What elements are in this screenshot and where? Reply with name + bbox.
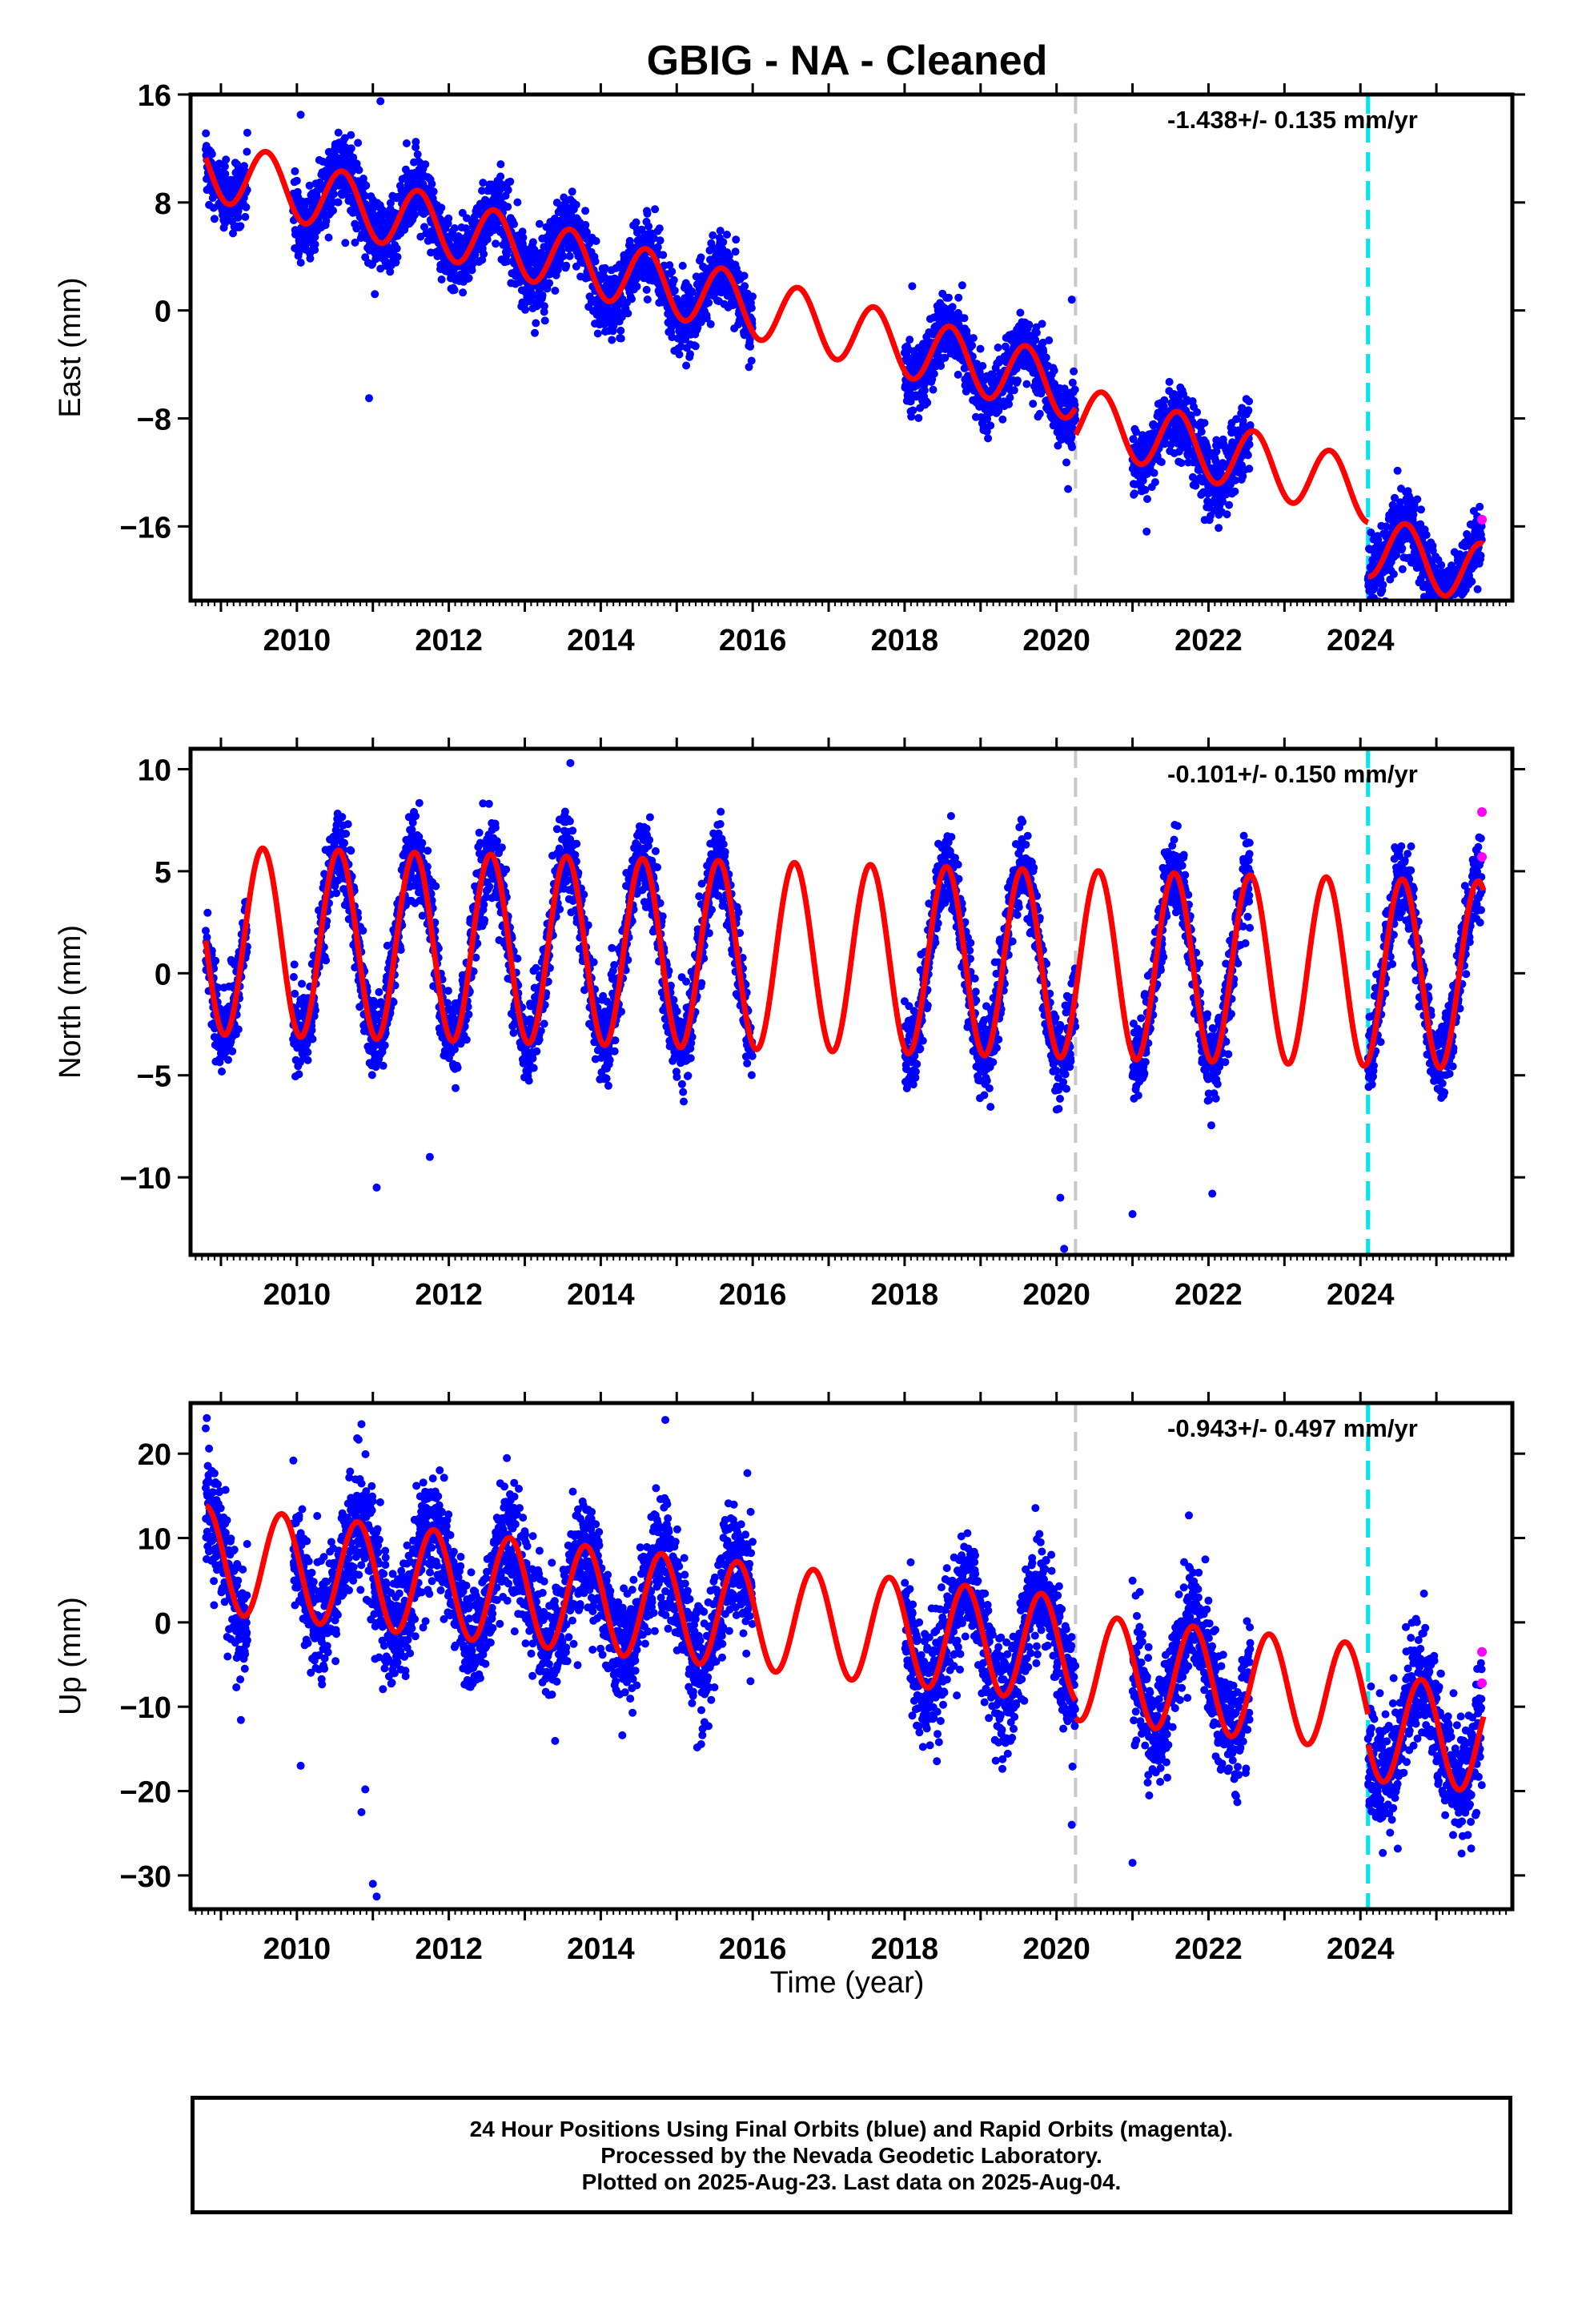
x-tick-label: 2014 — [567, 1278, 635, 1312]
x-tick-label: 2012 — [415, 1932, 483, 1966]
panel-north: 10 5 0 −5 −10 2010 2012 2014 2016 2018 2020 2022 202… — [54, 738, 1525, 1312]
outlier-point — [364, 394, 373, 403]
y-axis-label: North (mm) — [54, 925, 87, 1079]
x-tick-label: 2016 — [719, 1932, 787, 1966]
outlier-point — [296, 111, 305, 119]
footer-line-3: Plotted on 2025-Aug-23. Last data on 202… — [581, 2169, 1122, 2194]
outlier-point — [661, 1416, 670, 1425]
outlier-point — [1056, 1193, 1065, 1202]
plot-frame — [188, 92, 1515, 603]
x-axis-label: Time (year) — [770, 1966, 925, 2000]
y-tick-label: −5 — [137, 1060, 171, 1094]
y-tick-label: −10 — [120, 1691, 171, 1725]
daily-position-dots — [202, 1413, 1486, 1858]
y-tick-label: −16 — [120, 511, 171, 545]
y-tick-label: 0 — [155, 296, 171, 329]
x-tick-label: 2018 — [871, 624, 939, 657]
outlier-point — [566, 758, 575, 767]
x-tick-label: 2012 — [415, 1278, 483, 1312]
outlier-point — [376, 97, 385, 106]
plot-area — [202, 749, 1488, 1255]
x-tick-label: 2012 — [415, 624, 483, 657]
outlier-point — [1067, 296, 1076, 304]
x-tick-label: 2024 — [1327, 1932, 1395, 1966]
model-fit-curve — [203, 1503, 1487, 1793]
panel-east: 16 8 0 −8 −16 2010 2012 2014 2016 2018 2020 2022 202… — [54, 79, 1525, 657]
outlier-point — [1128, 1210, 1137, 1219]
x-tick-label: 2014 — [567, 624, 635, 657]
velocity-rate-label: -0.943+/- 0.497 mm/yr — [1167, 1414, 1418, 1442]
x-tick-label: 2010 — [263, 624, 331, 657]
rapid-orbit-point — [1477, 514, 1488, 525]
y-tick-label: 0 — [155, 958, 171, 991]
outlier-point — [368, 1880, 377, 1888]
outlier-point — [425, 1152, 434, 1161]
x-tick-label: 2020 — [1022, 1932, 1090, 1966]
y-tick-label: 8 — [155, 187, 171, 221]
rapid-orbit-point — [1477, 852, 1488, 862]
x-tick-label: 2016 — [719, 624, 787, 657]
outlier-point — [1367, 1795, 1376, 1804]
footer-box: 24 Hour Positions Using Final Orbits (bl… — [191, 2096, 1512, 2214]
outlier-point — [1128, 1859, 1137, 1868]
y-tick-label: −30 — [120, 1860, 171, 1894]
x-tick-label: 2010 — [263, 1932, 331, 1966]
y-tick-label: 0 — [155, 1607, 171, 1641]
outlier-point — [372, 1892, 381, 1901]
final-orbit-points — [202, 97, 1486, 601]
outlier-point — [361, 1785, 370, 1794]
y-tick-label: 5 — [155, 856, 171, 890]
model-fit-curve — [203, 845, 1487, 1072]
x-tick-label: 2018 — [871, 1932, 939, 1966]
plot-frame — [188, 1401, 1515, 1912]
x-tick-label: 2022 — [1174, 624, 1243, 657]
plot-area — [202, 94, 1488, 601]
outlier-point — [908, 282, 917, 291]
rapid-orbit-point — [1477, 807, 1488, 817]
x-tick-label: 2018 — [871, 1278, 939, 1312]
footer-line-1: 24 Hour Positions Using Final Orbits (bl… — [469, 2116, 1234, 2141]
figure-title: GBIG - NA - Cleaned — [647, 38, 1048, 84]
model-fit-curve — [203, 148, 1487, 599]
daily-position-dots — [202, 798, 1486, 1130]
y-axis-label: Up (mm) — [54, 1597, 87, 1715]
x-tick-label: 2024 — [1327, 1278, 1395, 1312]
daily-position-dots — [202, 128, 1486, 601]
y-tick-label: −8 — [137, 403, 171, 436]
y-tick-label: 10 — [138, 1523, 171, 1557]
outlier-point — [296, 1761, 305, 1770]
y-tick-label: 10 — [138, 754, 171, 787]
outlier-point — [1067, 1820, 1076, 1829]
rapid-orbit-point — [1477, 1678, 1488, 1688]
outlier-point — [201, 1424, 210, 1433]
x-tick-label: 2020 — [1022, 1278, 1090, 1312]
outlier-point — [357, 1807, 366, 1816]
plot-frame — [188, 746, 1515, 1257]
y-tick-label: 16 — [138, 79, 171, 113]
y-tick-label: 20 — [138, 1438, 171, 1472]
x-tick-label: 2020 — [1022, 624, 1090, 657]
x-tick-label: 2016 — [719, 1278, 787, 1312]
x-tick-label: 2022 — [1174, 1932, 1243, 1966]
plot-area — [201, 1403, 1488, 1909]
outlier-point — [357, 1420, 366, 1429]
footer-line-2: Processed by the Nevada Geodetic Laborat… — [600, 2142, 1102, 2168]
outlier-point — [372, 1183, 381, 1192]
y-tick-label: −10 — [120, 1162, 171, 1196]
x-tick-label: 2024 — [1327, 624, 1395, 657]
velocity-rate-label: -1.438+/- 0.135 mm/yr — [1167, 106, 1418, 134]
x-tick-label: 2022 — [1174, 1278, 1243, 1312]
y-tick-label: −20 — [120, 1776, 171, 1810]
x-tick-label: 2014 — [567, 1932, 635, 1966]
velocity-rate-label: -0.101+/- 0.150 mm/yr — [1167, 760, 1418, 788]
outlier-point — [1060, 1244, 1069, 1253]
outlier-point — [1208, 1189, 1217, 1198]
rapid-orbit-point — [1477, 1647, 1488, 1657]
y-axis-label: East (mm) — [54, 277, 87, 417]
x-tick-label: 2010 — [263, 1278, 331, 1312]
